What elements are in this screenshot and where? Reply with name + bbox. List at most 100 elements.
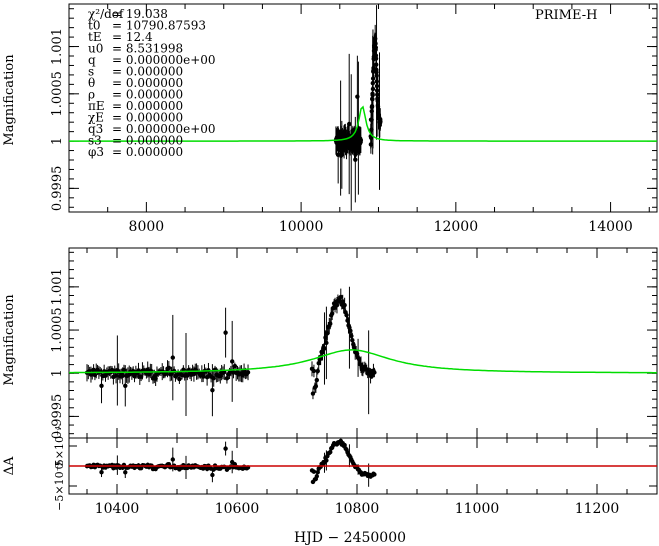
legend-param-symbol: s3 xyxy=(88,134,102,148)
middle-data-point xyxy=(329,311,335,316)
middle-data-point xyxy=(310,391,316,396)
legend-param-symbol: χE xyxy=(88,111,104,125)
top-xtick-label: 14000 xyxy=(588,219,633,235)
bottom-residual-point xyxy=(99,470,104,475)
bottom-residual-point xyxy=(315,470,320,475)
middle-data-point xyxy=(328,321,333,326)
middle-model-curve xyxy=(69,349,657,374)
top-xtick-label: 12000 xyxy=(434,219,479,235)
bottom-residual-point xyxy=(342,442,347,448)
legend-param-value: = 0.000000 xyxy=(112,65,183,79)
legend-param-value: = 8.531998 xyxy=(112,42,183,56)
bottom-ytick-label: 5×10⁻⁴ xyxy=(53,425,66,466)
bottom-residual-point xyxy=(324,458,329,463)
legend-param-value: = 19.038 xyxy=(112,7,168,21)
middle-data-point xyxy=(322,346,327,351)
top-panel-marks xyxy=(68,4,657,212)
top-model-curve xyxy=(69,105,657,142)
legend-param-symbol: q xyxy=(88,53,96,67)
middle-data-point xyxy=(324,340,329,346)
top-ytick-label: 1 xyxy=(50,137,65,145)
top-ytick-label: 1.0005 xyxy=(50,71,65,117)
legend-param-value: = 12.4 xyxy=(112,30,153,44)
legend-param-value: = 0.000000e+00 xyxy=(112,53,216,67)
middle-data-point xyxy=(230,359,235,364)
bottom-ytick-label: 0 xyxy=(53,463,66,470)
middle-data-point xyxy=(349,333,354,339)
bottom-xtick-label: 11200 xyxy=(575,501,620,517)
legend-param-value: = 0.000000 xyxy=(112,88,183,102)
middle-data-point xyxy=(211,376,216,381)
middle-data-point xyxy=(170,355,175,360)
legend-param-symbol: πE xyxy=(88,99,105,113)
middle-data-point xyxy=(245,370,251,375)
legend-param-value: = 0.000000 xyxy=(112,111,183,125)
bottom-y-axis-label: ΔA xyxy=(2,456,17,475)
legend-param-symbol: t0 xyxy=(88,19,100,33)
middle-data-point xyxy=(315,368,320,374)
bottom-residual-point xyxy=(223,446,228,451)
top-xtick-label: 10000 xyxy=(279,219,324,235)
bottom-residual-point xyxy=(170,457,175,462)
middle-data-point xyxy=(320,350,325,355)
legend-param-symbol: φ3 xyxy=(88,145,104,159)
chart-title: PRIME-H xyxy=(535,8,597,23)
top-panel-frame xyxy=(68,3,658,213)
top-data-point xyxy=(358,137,364,143)
bottom-residual-point xyxy=(311,469,317,474)
middle-data-point xyxy=(177,376,182,382)
top-ytick-label: 1.001 xyxy=(50,28,65,65)
middle-data-point xyxy=(325,331,330,336)
legend-param-value: = 0.000000 xyxy=(112,99,183,113)
top-data-point xyxy=(355,94,360,99)
middle-data-point xyxy=(311,368,317,374)
bottom-xtick-label: 10400 xyxy=(95,501,140,517)
middle-data-point xyxy=(313,384,319,389)
bottom-residual-point xyxy=(372,472,377,477)
middle-data-point xyxy=(342,302,347,308)
bottom-ytick-label: −5×10⁻⁴ xyxy=(53,461,66,511)
bottom-xtick-label: 11000 xyxy=(455,501,500,517)
legend-param-symbol: q3 xyxy=(88,122,103,136)
middle-data-point xyxy=(210,387,215,393)
legend-param-symbol: χ²/dof xyxy=(88,7,125,21)
bottom-residual-point xyxy=(314,474,319,479)
middle-ytick-label: 1.001 xyxy=(50,268,65,305)
middle-data-point xyxy=(338,294,343,300)
middle-data-point xyxy=(123,383,128,388)
top-y-axis-label: Magnification xyxy=(2,54,17,146)
middle-data-point xyxy=(314,377,319,383)
middle-y-axis-label: Magnification xyxy=(2,294,17,386)
middle-data-point xyxy=(99,383,104,389)
middle-panel-frame xyxy=(68,247,658,439)
legend-param-value: = 10790.87593 xyxy=(112,19,206,33)
middle-ytick-label: 0.9995 xyxy=(50,394,65,440)
top-data-point xyxy=(346,121,352,127)
legend-param-symbol: ρ xyxy=(88,88,95,102)
legend-param-symbol: u0 xyxy=(88,42,103,56)
bottom-residual-point xyxy=(123,470,128,475)
legend-param-symbol: s xyxy=(88,65,94,79)
top-ytick-label: 0.9995 xyxy=(50,166,65,212)
middle-ytick-label: 1 xyxy=(50,369,65,377)
bottom-residual-point xyxy=(210,472,215,478)
legend-param-value: = 0.000000 xyxy=(112,76,183,90)
legend-param-value: = 0.000000e+00 xyxy=(112,122,216,136)
bottom-xtick-label: 10600 xyxy=(215,501,260,517)
bottom-residual-point xyxy=(328,449,333,455)
x-axis-label: HJD − 2450000 xyxy=(294,530,406,546)
legend-param-symbol: θ xyxy=(88,76,95,90)
top-xtick-label: 8000 xyxy=(129,219,165,235)
middle-data-point xyxy=(223,330,228,335)
legend-param-symbol: tE xyxy=(88,30,102,44)
middle-ytick-label: 1.0005 xyxy=(50,307,65,353)
top-data-point xyxy=(378,119,383,124)
middle-data-point xyxy=(348,328,353,333)
middle-data-point xyxy=(344,312,349,318)
middle-data-point xyxy=(372,370,377,375)
bottom-xtick-label: 10800 xyxy=(335,501,380,517)
legend-param-value: = 0.000000 xyxy=(112,134,183,148)
bottom-panel-marks xyxy=(69,438,658,494)
middle-data-point xyxy=(350,338,355,343)
